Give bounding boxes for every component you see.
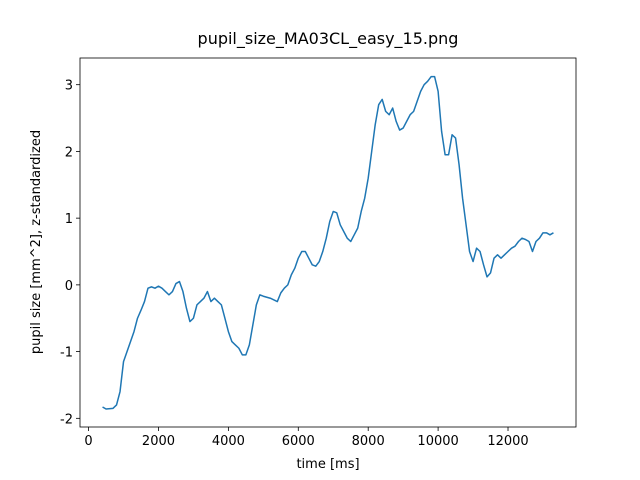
- data-line: [102, 75, 554, 410]
- y-tick-label: -1: [60, 346, 73, 361]
- x-tick-label: 2000: [142, 434, 175, 449]
- y-tick-label: 3: [65, 79, 73, 94]
- y-tick-label: 0: [65, 279, 73, 294]
- chart-title: pupil_size_MA03CL_easy_15.png: [198, 29, 459, 49]
- plot-frame: [79, 57, 577, 428]
- x-tick-label: 4000: [212, 434, 245, 449]
- y-tick-label: 2: [65, 145, 73, 160]
- x-axis-label: time [ms]: [296, 457, 359, 472]
- x-tick-label: 12000: [487, 434, 528, 449]
- y-axis-label: pupil size [mm^2], z-standardized: [29, 130, 44, 354]
- x-tick-label: 0: [84, 434, 92, 449]
- y-tick-label: -2: [60, 412, 73, 427]
- x-tick-label: 10000: [417, 434, 458, 449]
- y-tick-label: 1: [65, 212, 73, 227]
- x-tick-label: 8000: [352, 434, 385, 449]
- x-tick-label: 6000: [282, 434, 315, 449]
